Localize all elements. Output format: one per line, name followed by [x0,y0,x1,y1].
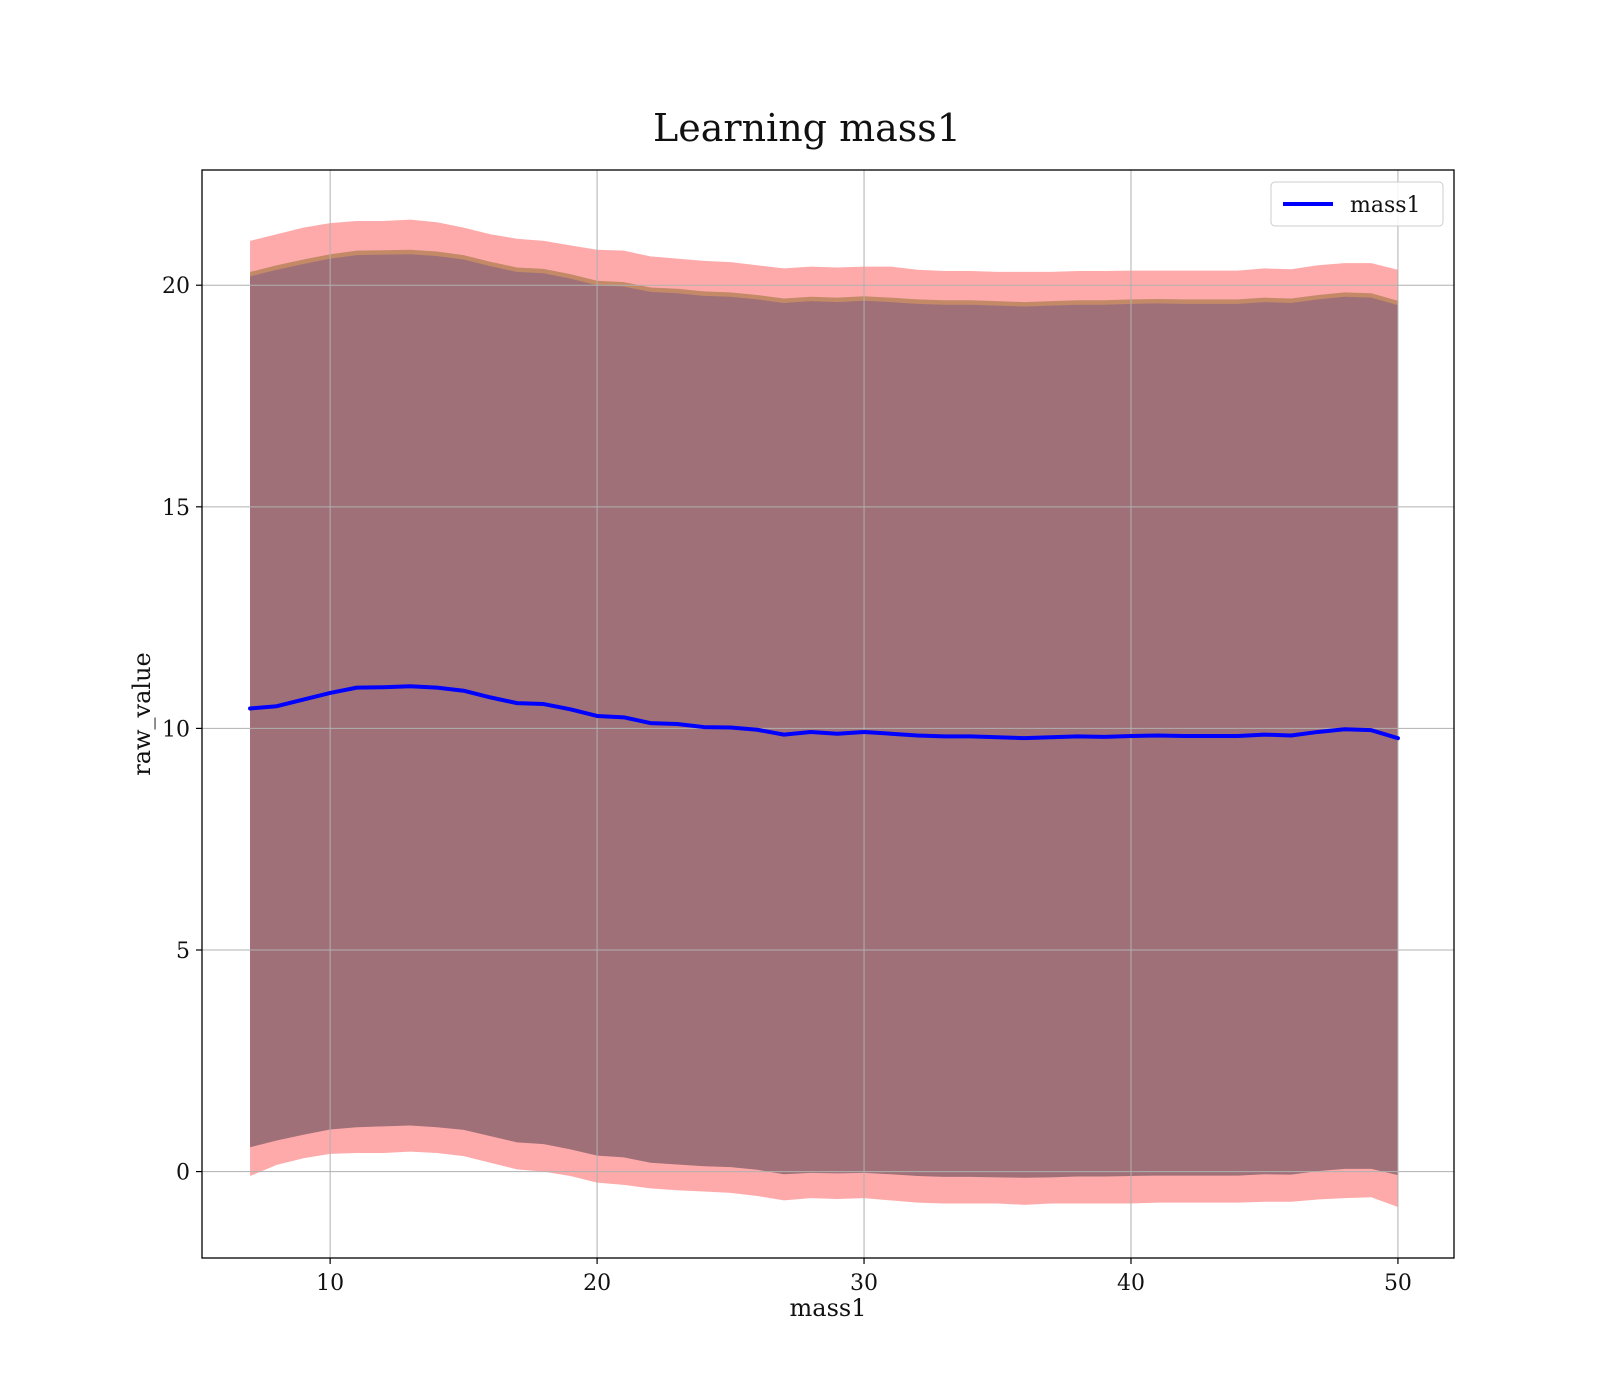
x-axis-label: mass1 [790,1294,867,1322]
confidence-bands [250,219,1398,1208]
legend-box [1270,181,1444,227]
x-tick-label: 30 [850,1271,878,1296]
y-tick-label: 5 [176,939,190,964]
x-tick-label: 10 [316,1271,344,1296]
y-tick-label: 10 [162,717,190,742]
series-lines [248,684,1400,741]
y-tick-label: 20 [162,274,190,299]
band-inner [250,254,1398,1178]
chart-title: Learning mass1 [653,106,961,150]
grid-lines [202,170,1454,1258]
x-tick-label: 40 [1117,1271,1145,1296]
y-tick-label: 15 [162,496,190,521]
plot-frame [201,169,1455,1259]
y-axis-label: raw_value [128,652,156,776]
x-axis-ticks: 10 20 30 40 50 [316,1258,1412,1296]
x-tick-label: 50 [1384,1271,1412,1296]
x-tick-label: 20 [583,1271,611,1296]
y-axis-ticks: 0 5 10 15 20 [162,274,202,1186]
legend-label-mass1: mass1 [1350,193,1421,218]
y-tick-label: 0 [176,1161,190,1186]
plot-area [202,170,1454,1258]
legend: mass1 [1270,181,1444,227]
series-line-mass1 [248,684,1400,741]
